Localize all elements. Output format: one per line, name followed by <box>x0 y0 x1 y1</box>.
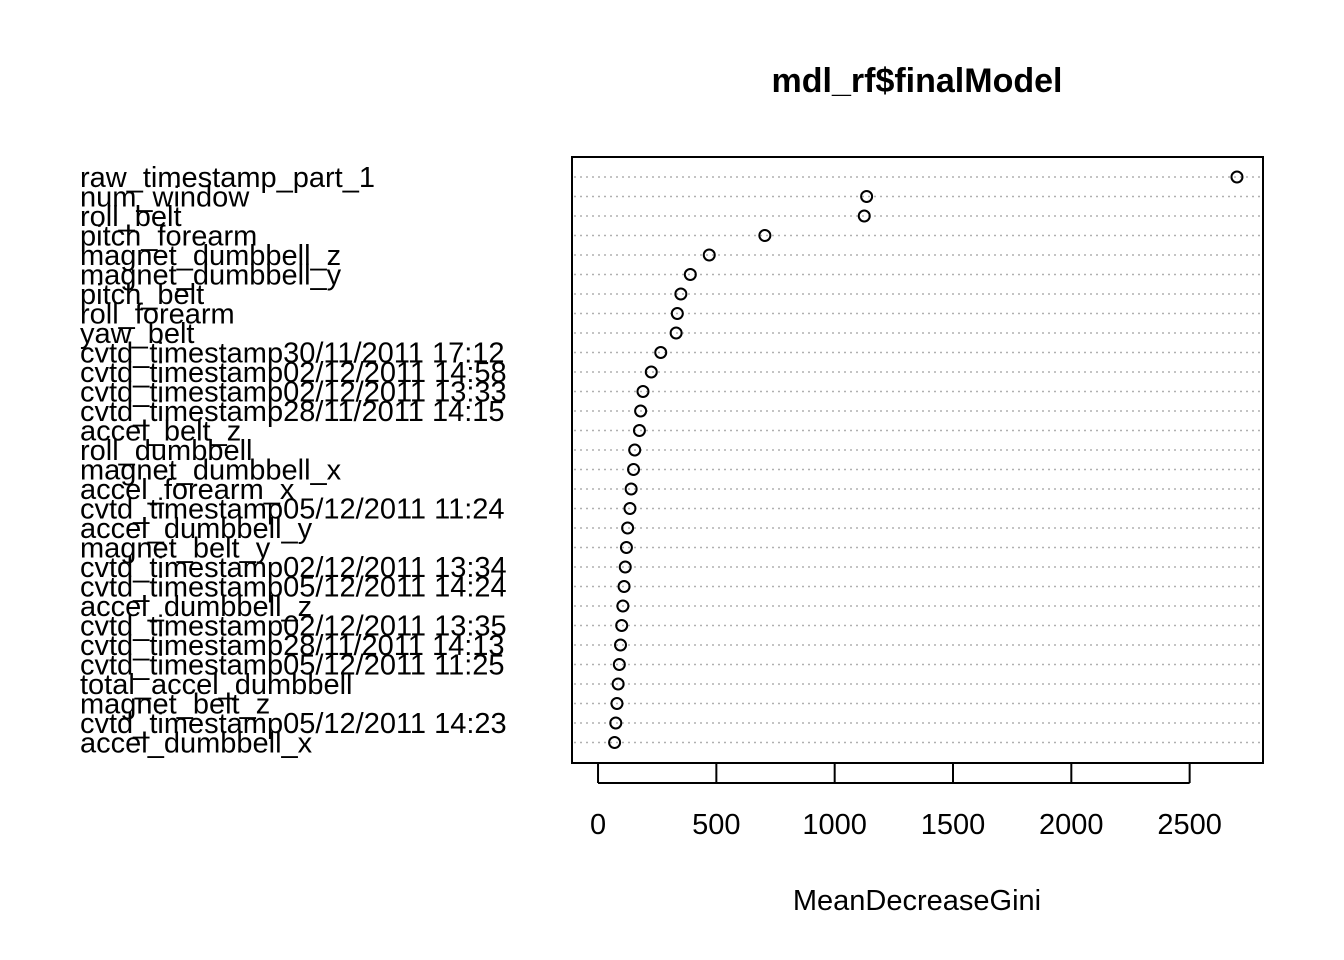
plot-frame <box>571 156 1264 764</box>
category-label: cvtd_timestamp02/12/2011 13:35 <box>80 611 507 643</box>
category-label: roll_forearm <box>80 299 235 331</box>
category-label: magnet_dumbbell_z <box>80 240 341 272</box>
data-point <box>627 463 641 476</box>
category-label: magnet_belt_y <box>80 533 271 565</box>
category-label: pitch_forearm <box>80 221 257 253</box>
category-label: accel_dumbbell_z <box>80 591 312 623</box>
x-tick-label: 1000 <box>802 809 867 841</box>
data-point <box>609 716 623 730</box>
data-point <box>702 248 716 262</box>
category-label: roll_belt <box>80 201 182 233</box>
x-tick-label: 0 <box>590 809 606 841</box>
data-point <box>683 268 697 281</box>
data-point <box>628 443 642 457</box>
data-points <box>608 170 1244 749</box>
data-point <box>634 404 648 418</box>
data-point <box>621 521 635 535</box>
data-point <box>624 482 638 496</box>
x-axis: 0 500 1000 1500 2000 2500 <box>590 763 1222 841</box>
data-point <box>670 307 684 320</box>
x-tick-label: 2500 <box>1157 809 1222 841</box>
category-label: total_accel_dumbbell <box>80 669 352 701</box>
data-point <box>857 209 871 223</box>
data-point <box>860 190 874 203</box>
data-point <box>614 638 628 652</box>
category-label: cvtd_timestamp05/12/2011 14:24 <box>80 572 507 604</box>
category-label: accel_belt_z <box>80 416 241 448</box>
data-point <box>612 658 626 671</box>
data-point <box>674 287 688 301</box>
category-label: pitch_belt <box>80 279 204 311</box>
category-label: cvtd_timestamp02/12/2011 14:58 <box>80 357 507 389</box>
category-label: cvtd_timestamp30/11/2011 17:12 <box>80 338 505 370</box>
data-point <box>654 346 668 359</box>
x-tick-label: 1500 <box>921 809 986 841</box>
data-point <box>617 580 631 593</box>
data-point <box>758 229 772 242</box>
category-label: yaw_belt <box>80 318 194 350</box>
category-label: roll_dumbbell <box>80 435 253 467</box>
category-label: accel_dumbbell_x <box>80 728 313 760</box>
data-point <box>632 424 646 437</box>
category-label: cvtd_timestamp05/12/2011 14:23 <box>80 708 507 740</box>
x-tick-label: 500 <box>692 809 740 841</box>
category-label: magnet_dumbbell_x <box>80 455 342 487</box>
category-label: cvtd_timestamp02/12/2011 13:33 <box>80 377 507 409</box>
category-label: magnet_belt_z <box>80 689 270 721</box>
data-point <box>669 326 683 340</box>
data-point <box>1230 170 1244 184</box>
data-point <box>611 677 625 691</box>
x-tick-label: 2000 <box>1039 809 1104 841</box>
category-label: magnet_dumbbell_y <box>80 260 342 292</box>
category-label: cvtd_timestamp05/12/2011 11:25 <box>80 650 505 682</box>
category-label: num_window <box>80 182 250 214</box>
gridlines <box>574 176 1261 744</box>
category-label: raw_timestamp_part_1 <box>80 162 375 194</box>
category-label: accel_dumbbell_y <box>80 513 313 545</box>
data-point <box>616 599 630 613</box>
x-axis-title: MeanDecreaseGini <box>793 885 1041 917</box>
category-labels: raw_timestamp_part_1num_windowroll_beltp… <box>80 162 507 760</box>
data-point <box>619 541 633 554</box>
data-point <box>623 502 637 515</box>
category-label: cvtd_timestamp05/12/2011 11:24 <box>80 494 505 526</box>
category-label: accel_forearm_x <box>80 474 295 506</box>
category-label: cvtd_timestamp02/12/2011 13:34 <box>80 552 507 584</box>
data-point <box>610 697 624 710</box>
data-point <box>618 560 632 574</box>
category-label: cvtd_timestamp28/11/2011 14:13 <box>80 630 505 662</box>
data-point <box>608 736 622 749</box>
category-label: cvtd_timestamp28/11/2011 14:15 <box>80 396 505 428</box>
chart-title: mdl_rf$finalModel <box>772 62 1063 100</box>
data-point <box>636 385 650 398</box>
data-point <box>615 619 629 632</box>
data-point <box>644 365 658 379</box>
